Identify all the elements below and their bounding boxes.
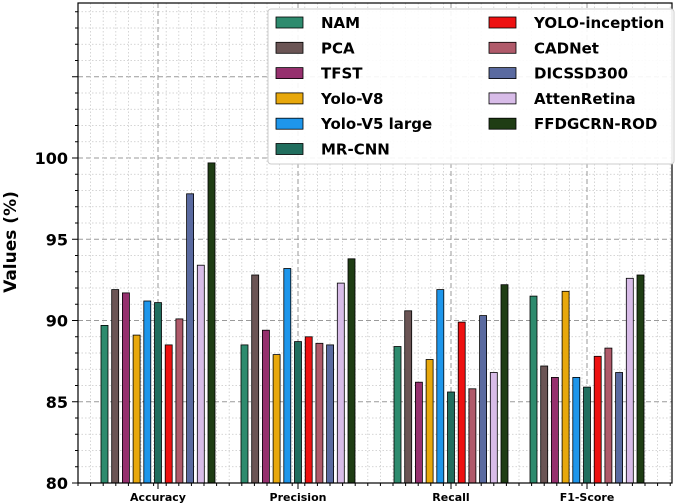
- bar-dicssd300-accuracy: [186, 193, 195, 484]
- bar-attenretina-f1-score: [625, 277, 634, 484]
- bar-mr-cnn-precision: [294, 341, 302, 484]
- bar-yolo-v5-large-f1-score: [572, 376, 581, 484]
- bar-attenretina-accuracy: [196, 264, 205, 484]
- legend-swatch: [488, 67, 517, 79]
- bar-pca-recall: [404, 310, 413, 484]
- legend-box: [267, 8, 675, 165]
- bar-dicssd300-precision: [326, 344, 335, 484]
- bar-attenretina-recall: [489, 372, 498, 484]
- bar-pca-precision: [251, 274, 260, 484]
- legend-entry-label: FFDGCRN-ROD: [534, 115, 657, 133]
- bar-ffdgcrn-rod-precision: [347, 258, 356, 484]
- legend-entry-label: MR-CNN: [321, 141, 390, 159]
- bar-yolo-v8-accuracy: [132, 334, 141, 484]
- bars-layer: [100, 162, 645, 484]
- bar-yolo-v8-f1-score: [561, 290, 570, 484]
- bar-tfst-precision: [261, 329, 270, 484]
- bar-yolo-v5-large-recall: [436, 289, 445, 484]
- legend-entry-label: Yolo-V5 large: [320, 115, 432, 133]
- bar-cadnet-precision: [315, 342, 324, 484]
- bar-yolo-v8-recall: [425, 359, 434, 484]
- x-tick-label: Accuracy: [130, 491, 186, 504]
- bar-attenretina-precision: [336, 282, 345, 484]
- bar-cadnet-accuracy: [175, 318, 184, 484]
- bar-yolo-inception-f1-score: [593, 355, 602, 484]
- bar-tfst-recall: [414, 381, 423, 484]
- bar-pca-accuracy: [111, 289, 120, 484]
- x-tick-label: Recall: [432, 491, 469, 504]
- legend-entry-label: CADNet: [534, 39, 599, 57]
- legend-swatch: [488, 41, 517, 54]
- legend-swatch: [275, 16, 304, 29]
- legend-swatch: [275, 92, 304, 105]
- legend-swatch: [275, 67, 304, 79]
- x-tick-label: F1-Score: [560, 491, 615, 504]
- y-tick-label: 80: [46, 474, 68, 493]
- legend-entry-label: PCA: [321, 39, 355, 57]
- bar-yolo-v5-large-precision: [283, 268, 292, 484]
- y-tick-label: 95: [46, 230, 68, 249]
- bar-mr-cnn-f1-score: [583, 386, 591, 484]
- bar-nam-precision: [240, 344, 249, 484]
- bar-cadnet-f1-score: [604, 347, 613, 484]
- bar-yolo-v8-precision: [272, 354, 281, 484]
- y-axis-label: Values (%): [1, 191, 21, 293]
- bar-mr-cnn-accuracy: [154, 302, 162, 484]
- bar-yolo-v5-large-accuracy: [143, 300, 152, 484]
- bar-yolo-inception-recall: [457, 321, 466, 484]
- bar-tfst-accuracy: [122, 292, 130, 484]
- bar-nam-f1-score: [529, 295, 538, 484]
- bar-ffdgcrn-rod-recall: [500, 284, 509, 484]
- bar-nam-accuracy: [100, 324, 109, 484]
- bar-dicssd300-recall: [479, 315, 488, 484]
- y-tick-label: 90: [46, 312, 68, 331]
- bar-pca-f1-score: [540, 365, 549, 484]
- axes-layer: Accuracy Precision Recall F1-Score 80 85 90 95 1…: [35, 2, 673, 504]
- plot-frame: [77, 2, 673, 484]
- bar-nam-recall: [393, 346, 402, 484]
- legend-entry-label: Yolo-V8: [320, 90, 383, 108]
- bar-yolo-inception-precision: [304, 336, 313, 484]
- bar-ffdgcrn-rod-f1-score: [636, 274, 645, 484]
- bar-tfst-f1-score: [551, 376, 559, 484]
- legend-swatch: [275, 143, 304, 155]
- y-tick-label: 85: [46, 393, 68, 412]
- x-tick-label: Precision: [270, 491, 327, 504]
- bar-dicssd300-f1-score: [615, 372, 623, 484]
- legend-entry-label: NAM: [321, 14, 360, 32]
- legend-swatch: [488, 117, 517, 130]
- legend-swatch: [488, 16, 517, 29]
- legend: NAM PCA TFST Yolo-V8 Yolo-V5 large MR-CNN YOLO…: [267, 8, 675, 165]
- bar-ffdgcrn-rod-accuracy: [207, 162, 216, 484]
- legend-swatch: [488, 92, 517, 105]
- legend-entry-label: AttenRetina: [534, 90, 636, 108]
- bar-cadnet-recall: [468, 388, 477, 484]
- legend-swatch: [275, 117, 304, 130]
- legend-swatch: [275, 41, 304, 54]
- bar-mr-cnn-recall: [447, 391, 455, 484]
- legend-entry-label: YOLO-inception: [533, 14, 664, 32]
- bar-yolo-inception-accuracy: [164, 344, 173, 484]
- legend-entry-label: DICSSD300: [534, 65, 628, 83]
- y-tick-label: 100: [35, 149, 68, 168]
- legend-entry-label: TFST: [321, 65, 363, 83]
